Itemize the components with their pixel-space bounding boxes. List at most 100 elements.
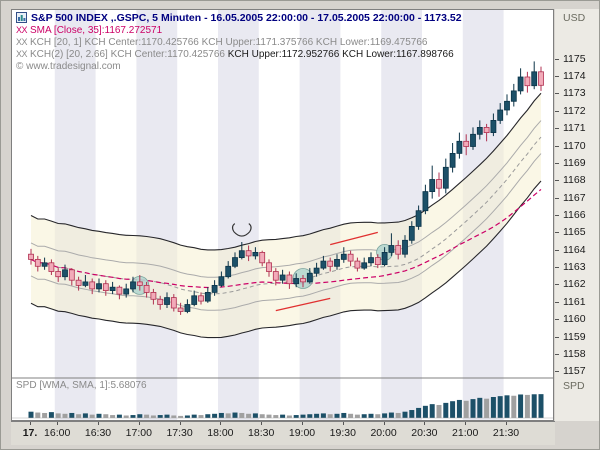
sma-line — [30, 188, 542, 289]
indicator-sma-toggle-icon[interactable]: XX — [16, 25, 28, 35]
candle-body — [374, 257, 381, 266]
candle-body — [429, 179, 436, 192]
time-tick-mark — [424, 422, 426, 425]
candle-body — [157, 298, 164, 305]
kch-center-line — [30, 136, 542, 295]
candle-body — [109, 286, 116, 292]
indicator-kch2-values: KCH Upper:1172.952766 KCH Lower:1167.898… — [227, 49, 454, 60]
spd-bar — [280, 414, 286, 418]
time-tick-mark — [138, 422, 140, 425]
spd-bar — [103, 414, 109, 418]
candle-body — [531, 71, 538, 87]
trendline[interactable] — [275, 297, 331, 312]
trendline[interactable] — [330, 231, 378, 246]
spd-bar — [28, 411, 34, 418]
spd-bar — [184, 415, 190, 418]
candle-body — [368, 257, 374, 264]
time-tick-label: 16:00 — [44, 427, 71, 439]
spd-bar — [334, 413, 340, 418]
time-tick-mark — [98, 422, 99, 425]
candle-body — [170, 297, 177, 309]
price-tick-mark — [555, 284, 559, 286]
candle-body — [123, 288, 130, 295]
spd-bar — [164, 414, 170, 418]
price-tick-mark — [555, 128, 559, 130]
candle-body — [184, 304, 191, 312]
spd-bar — [416, 407, 422, 418]
candle-body — [436, 179, 442, 189]
indicator-kch2-label: KCH(2) [20, 2.66] KCH Center:1170.425766 — [30, 49, 228, 60]
currency-label: USD — [563, 12, 586, 24]
time-tick-label: 16:30 — [84, 427, 112, 439]
indicator-kch2-toggle-icon[interactable]: XX — [16, 49, 28, 59]
spd-bar — [218, 412, 224, 418]
spd-bar — [443, 402, 449, 418]
spd-bar — [35, 412, 41, 418]
price-tick-mark — [555, 58, 559, 60]
price-tick-mark — [555, 336, 559, 338]
candle-body — [259, 251, 266, 264]
time-axis[interactable]: 17. 16:00 16:30 17:00 17:30 18:00 18:30 19:00 19… — [11, 421, 555, 445]
kch2-upper-line — [30, 92, 542, 251]
kch2-lower-line — [30, 180, 542, 339]
spd-bar — [130, 415, 136, 418]
price-tick-label: 1161 — [563, 295, 586, 308]
time-tick-label: 18:30 — [248, 427, 275, 439]
spd-bar — [395, 412, 401, 418]
price-tick-mark — [555, 301, 559, 303]
candle-body — [395, 245, 402, 255]
time-tick-label: 17:00 — [125, 427, 152, 439]
price-tick-mark — [555, 93, 559, 95]
price-tick-mark — [555, 145, 559, 147]
price-tick-mark — [555, 180, 559, 182]
candle-body — [408, 225, 415, 241]
time-tick-label: 18:00 — [207, 427, 234, 439]
time-tick-mark — [302, 422, 303, 425]
price-tick-mark — [555, 267, 559, 269]
candle-body — [164, 297, 170, 305]
candle-body — [225, 265, 232, 278]
candle-body — [286, 274, 293, 285]
spd-bar — [123, 415, 129, 418]
candle-body — [449, 152, 456, 168]
candle-body — [313, 267, 320, 274]
spd-bar — [538, 394, 544, 418]
time-tick-mark — [383, 422, 385, 425]
price-tick-label: 1164 — [563, 243, 586, 256]
price-chart[interactable] — [12, 10, 553, 420]
spd-bar — [286, 415, 292, 418]
time-tick-mark — [220, 422, 222, 425]
spd-bar — [490, 397, 496, 418]
bull-horns-annotation[interactable] — [231, 223, 252, 237]
plot-area[interactable]: S&P 500 INDEX ,.GSPC, 5 Minuten - 16.05.… — [11, 9, 554, 421]
spd-bar — [89, 414, 95, 418]
session-stripe — [299, 10, 341, 420]
price-tick-label: 1172 — [563, 104, 586, 117]
spd-bar — [225, 413, 231, 418]
price-tick-label: 1174 — [563, 70, 586, 82]
price-tick-mark — [555, 162, 559, 164]
price-axis[interactable]: USD 1175 1174 1173 1172 1171 1170 1169 1168 1167… — [555, 9, 599, 421]
price-tick-label: 1173 — [563, 87, 586, 100]
time-tick-mark — [465, 422, 467, 425]
spd-bar — [212, 413, 218, 418]
spd-bar — [150, 415, 156, 418]
spd-bar — [96, 413, 102, 418]
indicator-kch-toggle-icon[interactable]: XX — [16, 37, 28, 47]
time-tick-label: 21:30 — [492, 427, 520, 439]
time-tick-label: 20:30 — [411, 427, 438, 439]
candle-body — [89, 281, 96, 290]
spd-bar — [76, 414, 82, 418]
spd-bar — [110, 415, 116, 418]
candle-body — [347, 253, 354, 262]
candle-body — [102, 283, 109, 292]
keltner-channel-fill — [31, 93, 541, 338]
candle-body — [143, 284, 150, 293]
price-tick-label: 1165 — [563, 226, 586, 239]
spd-bar — [402, 411, 408, 418]
candle-body — [272, 271, 279, 281]
time-tick-label: 17:30 — [166, 427, 193, 439]
candle-body — [402, 239, 408, 255]
price-tick-mark — [555, 249, 559, 251]
